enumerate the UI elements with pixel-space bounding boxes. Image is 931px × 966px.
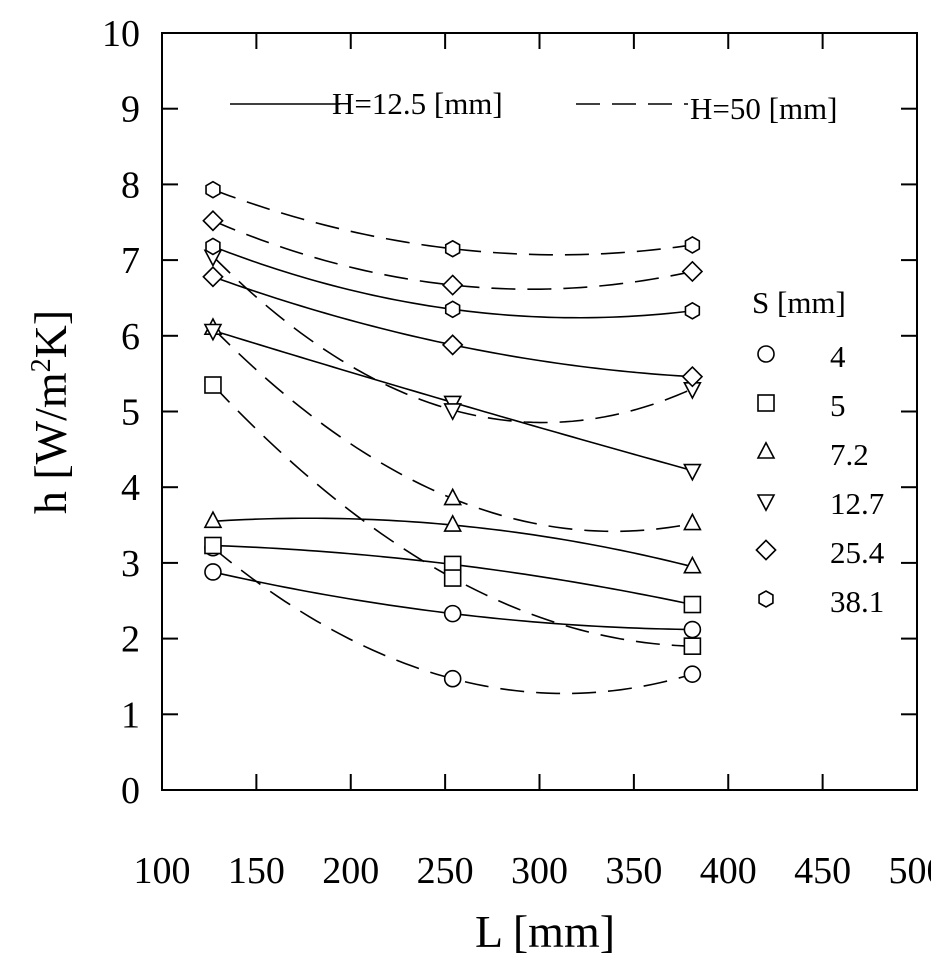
line-style-legend: H=12.5 [mm] H=50 [mm] <box>230 86 838 126</box>
point-h12-5-s-4 <box>683 620 702 639</box>
point-h50-s-4 <box>443 669 462 688</box>
point-h50-s-38.1 <box>444 239 461 258</box>
y-tick-label: 1 <box>121 694 140 736</box>
x-tick-label: 300 <box>511 850 568 892</box>
legend-marker-7.2 <box>756 441 776 459</box>
point-h12-5-s-5 <box>204 536 222 555</box>
point-h12-5-s-25.4 <box>681 365 704 388</box>
y-tick-label: 9 <box>121 89 140 131</box>
y-tick-label: 4 <box>121 467 140 509</box>
legend-label-5: 5 <box>830 388 846 423</box>
y-axis-title-superscript: 2 <box>26 358 57 372</box>
plot-frame <box>161 32 918 791</box>
y-tick-label: 7 <box>121 240 140 282</box>
x-tick-label: 200 <box>322 850 379 892</box>
point-h12-5-s-38.1 <box>444 300 461 319</box>
legend-marker-38.1 <box>758 590 774 608</box>
x-tick-label: 400 <box>700 850 757 892</box>
point-h50-s-25.4 <box>681 260 704 283</box>
point-h12-5-s-25.4 <box>202 266 224 288</box>
legend-label-38.1: 38.1 <box>830 584 884 619</box>
marker-legend: S [mm] 4 5 7.2 12.7 25.4 38.1 <box>752 285 885 619</box>
point-h50-s-25.4 <box>202 210 224 232</box>
legend-marker-12.7 <box>756 494 776 512</box>
x-tick-label: 350 <box>605 850 662 892</box>
point-h12-5-s-4 <box>443 604 462 623</box>
y-tick-label: 0 <box>121 770 140 812</box>
point-h12-5-s-7.2 <box>203 510 223 529</box>
point-h50-s-4 <box>683 665 702 683</box>
legend-label-4: 4 <box>830 339 846 374</box>
point-h12-5-s-4 <box>204 563 222 581</box>
fit-dashed-s-12.7 <box>212 255 693 424</box>
legend-marker-5 <box>757 394 775 412</box>
point-h12-5-s-38.1 <box>205 237 221 256</box>
point-h12-5-s-7.2 <box>443 514 463 532</box>
y-tick-label: 2 <box>121 619 140 661</box>
point-h12-5-s-12.7 <box>683 463 702 482</box>
y-tick-label: 10 <box>102 13 140 55</box>
legend-dashed-label: H=50 [mm] <box>690 91 838 126</box>
point-h50-s-5 <box>443 569 462 587</box>
fit-dashed-s-38.1 <box>212 188 693 256</box>
point-h12-5-s-12.7 <box>203 323 223 342</box>
y-axis-title: h [W/m2K] <box>25 310 76 514</box>
legend-solid-label: H=12.5 [mm] <box>332 86 503 121</box>
y-tick-label: 3 <box>121 543 140 585</box>
point-h50-s-38.1 <box>684 236 701 254</box>
y-tick-label: 6 <box>121 316 140 358</box>
x-tick-label: 100 <box>134 850 191 892</box>
y-tick-label: 5 <box>121 392 140 434</box>
point-h50-s-7.2 <box>683 512 702 531</box>
point-h50-s-5 <box>683 637 702 655</box>
point-h50-s-7.2 <box>443 487 463 506</box>
point-h12-5-s-25.4 <box>441 334 464 356</box>
point-h12-5-s-7.2 <box>683 555 702 574</box>
legend-label-25.4: 25.4 <box>830 535 885 570</box>
x-tick-label: 150 <box>228 850 285 892</box>
legend-marker-25.4 <box>755 539 777 561</box>
point-h50-s-38.1 <box>205 180 221 199</box>
marker-legend-title: S [mm] <box>752 285 846 320</box>
point-h50-s-12.7 <box>443 403 463 421</box>
y-axis-title-main: h [W/m <box>25 372 76 514</box>
y-axis-title-end: K] <box>25 310 76 359</box>
x-tick-label: 500 <box>889 850 931 892</box>
x-tick-label: 450 <box>794 850 851 892</box>
fit-dashed-s-25.4 <box>212 220 693 291</box>
legend-marker-4 <box>757 345 775 363</box>
legend-label-7.2: 7.2 <box>830 437 869 472</box>
axis-ticks <box>161 32 918 791</box>
point-h50-s-25.4 <box>441 274 464 296</box>
point-h12-5-s-5 <box>683 595 702 614</box>
tick-labels: 100 150 200 250 300 350 400 450 500 0 1 2 3 4 5 6 7 8 9 10 <box>102 13 931 892</box>
point-h50-s-5 <box>204 376 222 394</box>
x-axis-title: L [mm] <box>475 906 615 957</box>
legend-label-12.7: 12.7 <box>830 486 884 521</box>
data-markers <box>202 180 704 688</box>
point-h12-5-s-38.1 <box>684 301 701 320</box>
y-tick-label: 8 <box>121 164 140 206</box>
x-tick-label: 250 <box>417 850 474 892</box>
